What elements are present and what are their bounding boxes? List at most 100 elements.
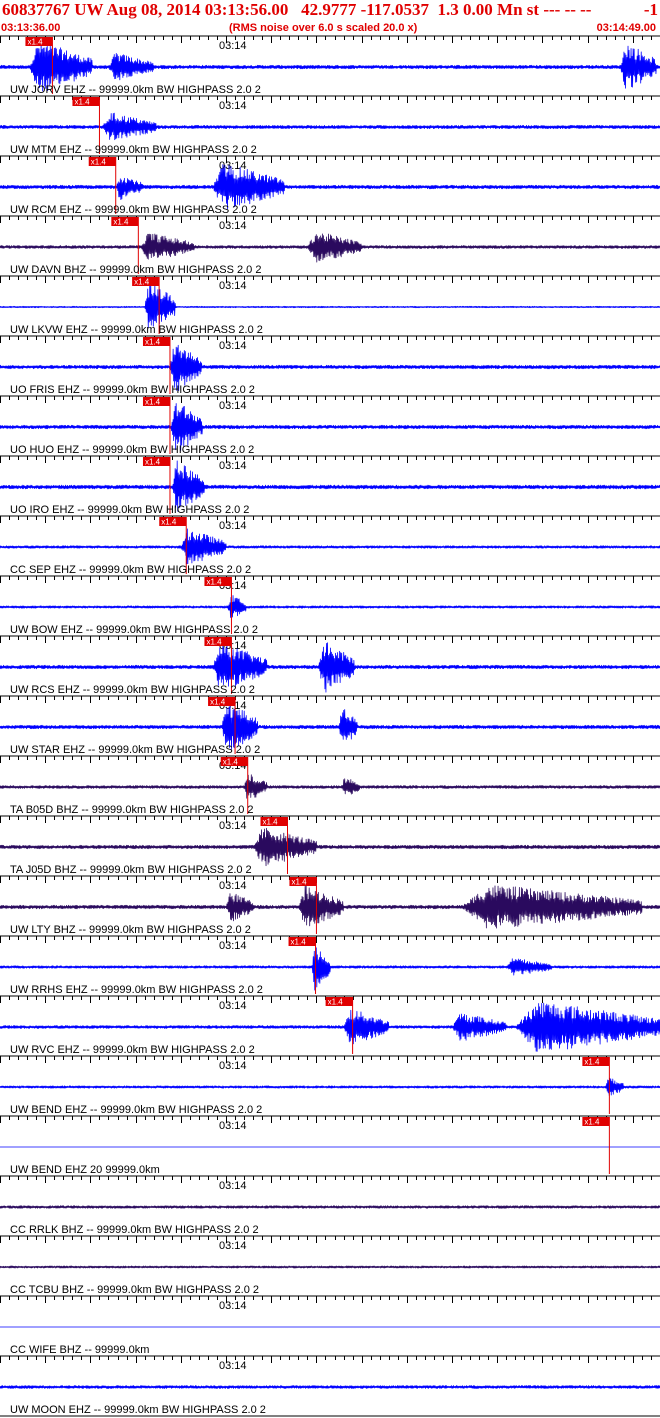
trace-waveform [0, 41, 660, 92]
mid-time-label: 03:14 [219, 400, 247, 412]
trace-label: CC TCBU BHZ -- 99999.0km BW HIGHPASS 2.0… [10, 1284, 259, 1296]
event-summary: UW Aug 08, 2014 03:13:56.00 42.9777 -117… [74, 0, 592, 19]
mid-time-label: 03:14 [219, 1120, 247, 1132]
trace-waveform [0, 1265, 660, 1269]
trace-label: UW RCM EHZ -- 99999.0km BW HIGHPASS 2.0 … [10, 204, 257, 216]
event-id: 60837767 [2, 0, 70, 19]
pick-label: x1.4 [145, 458, 161, 467]
trace-label: UW LKVW EHZ -- 99999.0km BW HIGHPASS 2.0… [10, 324, 263, 336]
header: 60837767 UW Aug 08, 2014 03:13:56.00 42.… [0, 0, 660, 36]
pick-label: x1.4 [584, 1058, 600, 1067]
pick-label-box [220, 757, 248, 766]
pick-label-box [582, 1117, 610, 1126]
trace-label: CC WIFE BHZ -- 99999.0km [10, 1344, 149, 1356]
trace-label: UO FRIS EHZ -- 99999.0km BW HIGHPASS 2.0… [10, 384, 255, 396]
trace-label: UW RRHS EHZ -- 99999.0km BW HIGHPASS 2.0… [10, 984, 263, 996]
trace-waveform [0, 112, 660, 141]
mid-time-label: 03:14 [219, 40, 247, 52]
pick-label: x1.4 [206, 638, 222, 647]
trace-label: UW DAVN BHZ -- 99999.0km BW HIGHPASS 2.0… [10, 264, 261, 276]
pick-label-box [325, 997, 353, 1006]
pick-label: x1.4 [145, 338, 161, 347]
pick-label-box [25, 37, 53, 46]
pick-label-box [204, 637, 232, 646]
trace-waveform [0, 1205, 660, 1209]
trace-label: UW STAR EHZ -- 99999.0km BW HIGHPASS 2.0… [10, 744, 260, 756]
mid-time-label: 03:14 [219, 1300, 247, 1312]
pick-label: x1.4 [113, 218, 129, 227]
pick-label: x1.4 [161, 518, 177, 527]
end-time: 03:14:49.00 [596, 22, 656, 34]
trace-waveform [0, 233, 660, 263]
trace-label: UO HUO EHZ -- 99999.0km BW HIGHPASS 2.0 … [10, 444, 254, 456]
trace-label: UW BEND EHZ -- 99999.0km BW HIGHPASS 2.0… [10, 1104, 262, 1116]
pick-label-box [142, 457, 170, 466]
pick-label: x1.4 [210, 698, 226, 707]
trace-label: TA B05D BHZ -- 99999.0km BW HIGHPASS 2.0… [10, 804, 254, 816]
pick-label-box [289, 877, 317, 886]
trace-waveform [0, 642, 660, 693]
trace-label: UW JORV EHZ -- 99999.0km BW HIGHPASS 2.0… [10, 84, 261, 96]
pick-label: x1.4 [206, 578, 222, 587]
mid-time-label: 03:14 [219, 520, 247, 532]
rms-note: (RMS noise over 6.0 s scaled 20.0 x) [229, 22, 418, 34]
trace-waveform [0, 460, 660, 512]
pick-label: x1.4 [145, 398, 161, 407]
mid-time-label: 03:14 [219, 280, 247, 292]
trace-waveform [0, 528, 660, 565]
pick-label-box [111, 217, 139, 226]
pick-label: x1.4 [291, 878, 307, 887]
trace-waveform [0, 774, 660, 799]
pick-label-box [142, 337, 170, 346]
trace-waveform [0, 282, 660, 329]
trace-waveform [0, 827, 660, 867]
trace-label: UO IRO EHZ -- 99999.0km BW HIGHPASS 2.0 … [10, 504, 249, 516]
trace-waveform [0, 1077, 660, 1096]
mid-time-label: 03:14 [219, 880, 247, 892]
pick-label: x1.4 [328, 998, 344, 1007]
pick-label-box [260, 817, 288, 826]
mid-time-label: 03:14 [219, 1000, 247, 1012]
trace-label: UW BEND EHZ 20 99999.0km [10, 1164, 160, 1176]
trace-label: UW RVC EHZ -- 99999.0km BW HIGHPASS 2.0 … [10, 1044, 255, 1056]
pick-label: x1.4 [223, 758, 239, 767]
trace-label: UW RCS EHZ -- 99999.0km BW HIGHPASS 2.0 … [10, 684, 255, 696]
pick-label-box [582, 1057, 610, 1066]
mid-time-label: 03:14 [219, 820, 247, 832]
pick-label: x1.4 [584, 1118, 600, 1127]
header-right-number: -1 [643, 0, 658, 19]
pick-label-box [88, 157, 116, 166]
trace-label: UW MTM EHZ -- 99999.0km BW HIGHPASS 2.0 … [10, 144, 257, 156]
mid-time-label: 03:14 [219, 340, 247, 352]
trace-label: UW BOW EHZ -- 99999.0km BW HIGHPASS 2.0 … [10, 624, 258, 636]
pick-label-box [288, 937, 316, 946]
event-title: 60837767 UW Aug 08, 2014 03:13:56.00 42.… [2, 0, 591, 20]
pick-label: x1.4 [27, 38, 43, 47]
pick-label-box [204, 577, 232, 586]
mid-time-label: 03:14 [219, 220, 247, 232]
pick-label-box [208, 697, 236, 706]
trace-waveform [0, 1385, 660, 1389]
trace-label: UW LTY BHZ -- 99999.0km BW HIGHPASS 2.0 … [10, 924, 251, 936]
pick-label-box [72, 97, 100, 106]
pick-label-box [132, 277, 160, 286]
trace-label: CC RRLK BHZ -- 99999.0km BW HIGHPASS 2.0… [10, 1224, 259, 1236]
mid-time-label: 03:14 [219, 160, 247, 172]
mid-time-label: 03:14 [219, 1240, 247, 1252]
pick-label: x1.4 [74, 98, 90, 107]
trace-waveform [0, 947, 660, 991]
pick-label: x1.4 [291, 938, 307, 947]
trace-waveform [0, 344, 660, 391]
mid-time-label: 03:14 [219, 460, 247, 472]
trace-waveform [0, 595, 660, 618]
mid-time-label: 03:14 [219, 100, 247, 112]
trace-waveform [0, 1002, 660, 1052]
mid-time-label: 03:14 [219, 1180, 247, 1192]
trace-label: UW MOON EHZ -- 99999.0km BW HIGHPASS 2.0… [10, 1404, 266, 1416]
trace-label: TA J05D BHZ -- 99999.0km BW HIGHPASS 2.0… [10, 864, 252, 876]
pick-label-box [142, 397, 170, 406]
pick-label-box [159, 517, 187, 526]
start-time: 03:13:36.00 [1, 22, 61, 34]
trace-waveform [0, 885, 660, 929]
trace-waveform [0, 403, 660, 451]
